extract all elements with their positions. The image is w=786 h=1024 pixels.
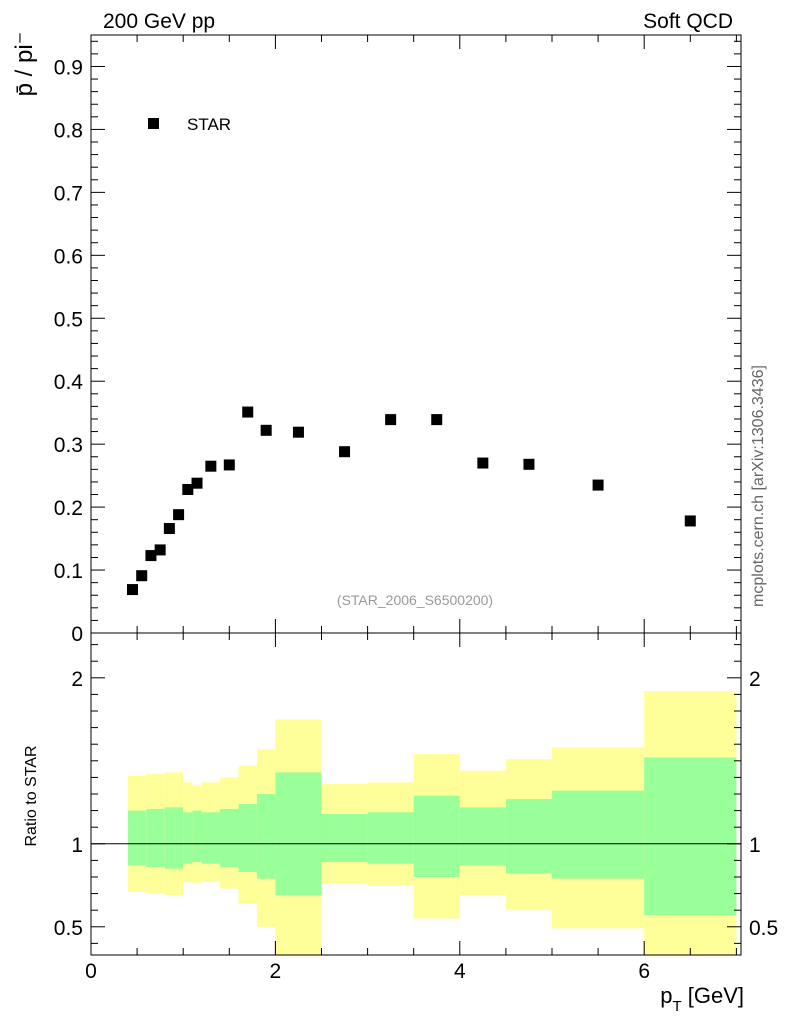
legend: STAR — [148, 115, 231, 134]
y-tick-label-main: 0.4 — [54, 371, 84, 394]
y-axis-label-main: p̄ / pi⁻ — [11, 32, 38, 97]
stat-uncertainty-band — [137, 810, 147, 866]
y-tick-label-main: 0.5 — [54, 308, 83, 331]
uncertainty-bands — [127, 691, 737, 955]
main-plot-panel: (STAR_2006_S6500200) p̄ / pi⁻ 0 0.1 0.2 0.3… — [11, 32, 742, 646]
y-tick-label-main: 0.3 — [54, 434, 83, 457]
data-point — [385, 414, 397, 426]
data-point — [242, 406, 254, 418]
stat-uncertainty-band — [164, 807, 174, 869]
stat-uncertainty-band — [551, 790, 645, 879]
y-tick-label-ratio-right: 2 — [749, 668, 761, 691]
data-point — [292, 426, 304, 438]
y-tick-label-ratio: 2 — [71, 668, 83, 691]
stat-uncertainty-band — [201, 812, 221, 864]
ratio-plot-frame — [90, 632, 742, 956]
stat-uncertainty-band — [155, 808, 165, 868]
stat-uncertainty-band — [220, 808, 239, 868]
data-point — [163, 523, 175, 535]
y-tick-label-ratio-right: 0.5 — [749, 917, 778, 940]
stat-uncertainty-band — [459, 807, 506, 866]
data-point — [205, 460, 217, 472]
data-point — [173, 509, 185, 521]
y-axis-ticks-main: 0 0.1 0.2 0.3 0.4 0.5 0.6 0.7 0.8 0.9 — [54, 35, 741, 646]
y-tick-label-main: 0.6 — [54, 245, 83, 268]
data-point — [182, 483, 194, 495]
y-tick-label-main: 0.2 — [54, 497, 83, 520]
data-point — [592, 479, 604, 491]
data-point — [339, 446, 351, 458]
y-tick-label-main: 0.9 — [54, 56, 83, 79]
y-tick-label-ratio: 0.5 — [54, 917, 83, 940]
stat-uncertainty-band — [146, 808, 156, 868]
data-point — [154, 544, 166, 556]
process-label: Soft QCD — [643, 10, 733, 33]
stat-uncertainty-band — [505, 798, 552, 874]
stat-uncertainty-band — [183, 812, 193, 864]
stat-uncertainty-band — [238, 803, 257, 873]
stat-uncertainty-band — [367, 812, 414, 864]
data-point — [523, 458, 535, 470]
data-point — [431, 414, 443, 426]
stat-uncertainty-band — [127, 810, 138, 866]
x-tick-label: 0 — [85, 960, 97, 983]
stat-uncertainty-band — [321, 813, 368, 863]
source-label: mcplots.cern.ch [arXiv:1306.3436] — [750, 365, 767, 607]
x-tick-label: 4 — [454, 960, 466, 983]
analysis-watermark: (STAR_2006_S6500200) — [337, 592, 493, 608]
energy-label: 200 GeV pp — [103, 10, 215, 33]
y-tick-label-main: 0.8 — [54, 119, 83, 142]
x-tick-label: 2 — [270, 960, 282, 983]
data-point — [145, 550, 157, 562]
y-axis-ticks-ratio: 0.5 0.5 1 1 2 2 — [54, 644, 778, 944]
data-point — [223, 459, 235, 471]
data-point — [191, 477, 203, 489]
data-point — [260, 424, 272, 436]
ratio-plot-panel: Ratio to STAR 0.5 0.5 1 1 2 2 0 2 4 6 pT [GeV] — [23, 632, 778, 1015]
x-axis-label: pT [GeV] — [660, 983, 744, 1015]
data-point — [684, 515, 696, 527]
stat-uncertainty-band — [173, 807, 184, 869]
data-point — [136, 570, 148, 582]
stat-uncertainty-band — [192, 810, 202, 863]
stat-uncertainty-band — [644, 757, 737, 916]
stat-uncertainty-band — [256, 794, 276, 879]
legend-marker — [148, 118, 159, 129]
y-tick-label-ratio-right: 1 — [749, 834, 761, 857]
legend-label: STAR — [187, 115, 231, 134]
y-axis-label-ratio: Ratio to STAR — [23, 745, 40, 846]
stat-uncertainty-band — [413, 795, 460, 877]
y-tick-label-main: 0.1 — [54, 560, 83, 583]
data-markers — [126, 406, 696, 596]
data-point — [126, 584, 138, 596]
y-tick-label-ratio: 1 — [71, 834, 83, 857]
stat-uncertainty-band — [275, 772, 322, 896]
x-tick-label: 6 — [638, 960, 650, 983]
y-tick-label-main: 0.7 — [54, 182, 83, 205]
y-tick-label-main: 0 — [71, 623, 83, 646]
data-point — [477, 457, 489, 469]
